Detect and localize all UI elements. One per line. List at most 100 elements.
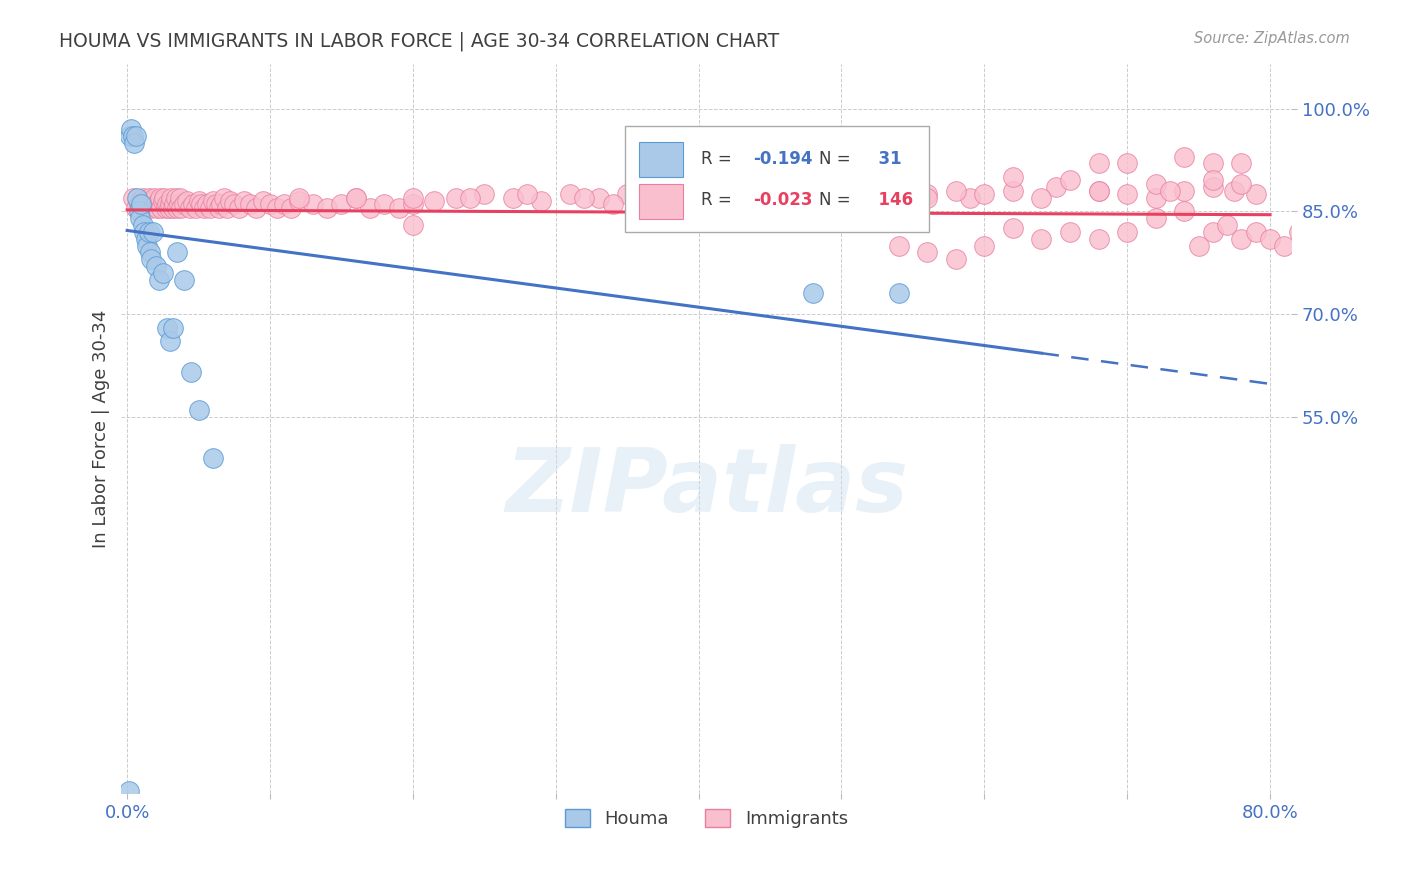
Point bbox=[214, 191, 236, 205]
Point bbox=[159, 197, 181, 211]
Point bbox=[162, 201, 184, 215]
Point bbox=[204, 197, 226, 211]
Point bbox=[134, 225, 156, 239]
Point bbox=[159, 334, 181, 349]
Text: R =: R = bbox=[700, 192, 737, 210]
Point bbox=[180, 365, 202, 379]
Point bbox=[716, 191, 738, 205]
Point bbox=[644, 194, 666, 208]
Point bbox=[1031, 191, 1053, 205]
Point bbox=[1302, 218, 1324, 232]
Point bbox=[444, 191, 467, 205]
Point bbox=[148, 194, 170, 208]
Point bbox=[1144, 211, 1167, 226]
Point bbox=[1116, 225, 1139, 239]
Point bbox=[273, 197, 295, 211]
Point bbox=[316, 201, 339, 215]
Point bbox=[124, 136, 146, 150]
Point bbox=[131, 201, 153, 215]
Point bbox=[1288, 225, 1310, 239]
Point bbox=[1202, 173, 1225, 187]
Point bbox=[173, 197, 195, 211]
Point bbox=[1173, 184, 1195, 198]
Point bbox=[1173, 149, 1195, 163]
Point bbox=[118, 128, 141, 143]
Point bbox=[152, 194, 174, 208]
Text: Source: ZipAtlas.com: Source: ZipAtlas.com bbox=[1194, 31, 1350, 46]
Point bbox=[973, 238, 995, 252]
Point bbox=[344, 191, 367, 205]
Point bbox=[233, 194, 256, 208]
Point bbox=[302, 197, 325, 211]
Point bbox=[162, 320, 184, 334]
Point bbox=[787, 191, 810, 205]
Text: HOUMA VS IMMIGRANTS IN LABOR FORCE | AGE 30-34 CORRELATION CHART: HOUMA VS IMMIGRANTS IN LABOR FORCE | AGE… bbox=[59, 31, 779, 51]
Point bbox=[387, 201, 409, 215]
Point bbox=[1272, 238, 1295, 252]
Point bbox=[1230, 156, 1253, 170]
Point bbox=[373, 197, 395, 211]
Legend: Houma, Immigrants: Houma, Immigrants bbox=[558, 802, 855, 836]
Point bbox=[187, 194, 209, 208]
Point bbox=[915, 191, 938, 205]
Point bbox=[150, 201, 173, 215]
Point bbox=[219, 194, 242, 208]
Point bbox=[120, 122, 142, 136]
Point bbox=[873, 191, 896, 205]
Point bbox=[117, 783, 139, 797]
Point bbox=[142, 194, 165, 208]
Point bbox=[181, 197, 204, 211]
Point bbox=[1144, 191, 1167, 205]
Point bbox=[207, 201, 229, 215]
Point bbox=[330, 197, 353, 211]
Point bbox=[1031, 232, 1053, 246]
Point bbox=[128, 204, 150, 219]
Point bbox=[558, 187, 581, 202]
Point bbox=[228, 201, 250, 215]
Point bbox=[1087, 232, 1109, 246]
Text: 146: 146 bbox=[866, 192, 912, 210]
Point bbox=[193, 201, 215, 215]
Point bbox=[1045, 180, 1067, 194]
Point bbox=[915, 245, 938, 260]
Point bbox=[1244, 187, 1267, 202]
Point bbox=[458, 191, 481, 205]
Point bbox=[280, 201, 302, 215]
Point bbox=[745, 187, 768, 202]
Point bbox=[132, 191, 155, 205]
Point bbox=[688, 191, 710, 205]
Point bbox=[266, 201, 288, 215]
Point bbox=[1116, 187, 1139, 202]
Point bbox=[1116, 156, 1139, 170]
Point bbox=[1223, 184, 1246, 198]
Point bbox=[135, 232, 157, 246]
Point bbox=[773, 194, 796, 208]
Point bbox=[1001, 221, 1024, 235]
Point bbox=[138, 191, 160, 205]
Point bbox=[184, 201, 207, 215]
Point bbox=[195, 197, 218, 211]
Point bbox=[131, 197, 153, 211]
Point bbox=[129, 194, 152, 208]
Point bbox=[129, 211, 152, 226]
Point bbox=[187, 402, 209, 417]
Point bbox=[135, 201, 157, 215]
Point bbox=[138, 225, 160, 239]
Point bbox=[830, 211, 852, 226]
Point bbox=[201, 450, 224, 465]
Text: 31: 31 bbox=[866, 150, 901, 168]
Point bbox=[1159, 184, 1181, 198]
Text: ZIPatlas: ZIPatlas bbox=[505, 443, 908, 531]
Point bbox=[1059, 173, 1081, 187]
Point bbox=[153, 191, 176, 205]
Text: -0.194: -0.194 bbox=[754, 150, 813, 168]
Point bbox=[201, 194, 224, 208]
Point bbox=[1059, 225, 1081, 239]
Point bbox=[179, 201, 201, 215]
Point bbox=[574, 191, 596, 205]
Point bbox=[287, 191, 309, 205]
Point bbox=[145, 259, 167, 273]
Point bbox=[1258, 232, 1281, 246]
FancyBboxPatch shape bbox=[638, 184, 683, 219]
Point bbox=[1216, 218, 1239, 232]
